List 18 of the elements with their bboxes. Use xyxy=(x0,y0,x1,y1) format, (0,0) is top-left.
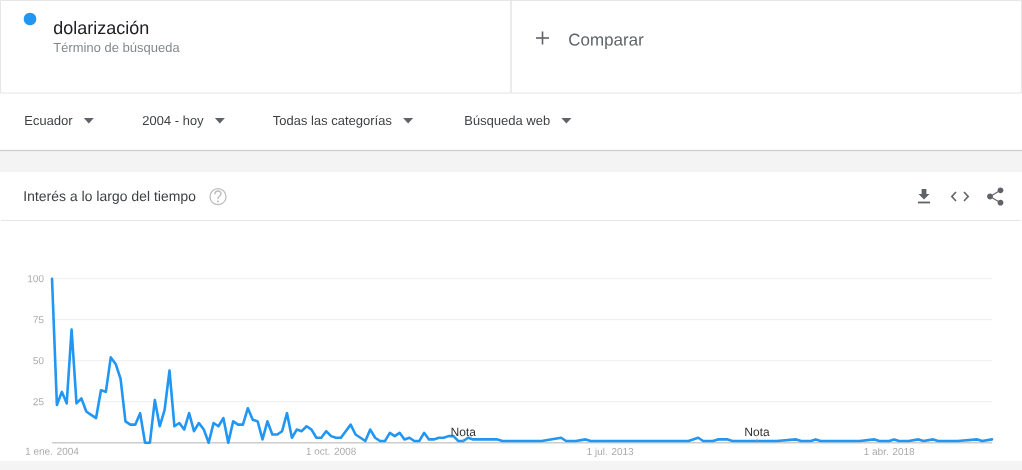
y-tick-label: 100 xyxy=(28,275,44,283)
text: Búsqueda web xyxy=(465,115,550,128)
annotation: Nota xyxy=(745,427,770,437)
x-tick-label: 1 abr. 2018 xyxy=(864,447,915,456)
y-tick-label: 75 xyxy=(33,316,44,324)
chart-title: Interés a lo largo del tiempo xyxy=(24,190,196,204)
text: 2004 - hoy xyxy=(142,115,204,128)
legend-label: dolarización xyxy=(53,20,149,35)
text: Término de búsqueda xyxy=(53,42,180,55)
text: Comparar xyxy=(569,33,644,50)
y-tick-label: 25 xyxy=(33,398,44,406)
text: Todas las categorías xyxy=(273,115,392,128)
y-tick-label: 50 xyxy=(33,357,44,365)
x-tick-label: 1 oct. 2008 xyxy=(306,447,356,455)
x-tick-label: 1 ene. 2004 xyxy=(25,447,79,455)
annotation: Nota xyxy=(451,427,476,437)
x-tick-label: 1 jul. 2013 xyxy=(587,447,634,458)
text: Ecuador xyxy=(25,115,73,126)
